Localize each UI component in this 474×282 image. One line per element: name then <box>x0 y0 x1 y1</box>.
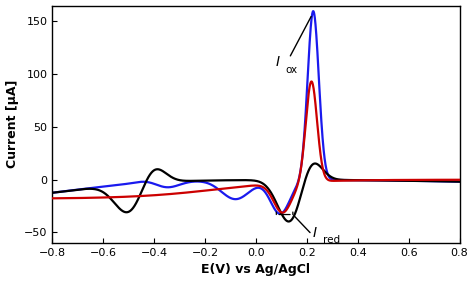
Y-axis label: Current [μA]: Current [μA] <box>6 80 18 168</box>
Text: ox: ox <box>285 65 297 75</box>
Text: red: red <box>323 235 340 245</box>
Text: $\mathit{I}$: $\mathit{I}$ <box>275 55 281 69</box>
X-axis label: E(V) vs Ag/AgCl: E(V) vs Ag/AgCl <box>201 263 310 276</box>
Text: $\mathit{I}$: $\mathit{I}$ <box>312 226 318 240</box>
